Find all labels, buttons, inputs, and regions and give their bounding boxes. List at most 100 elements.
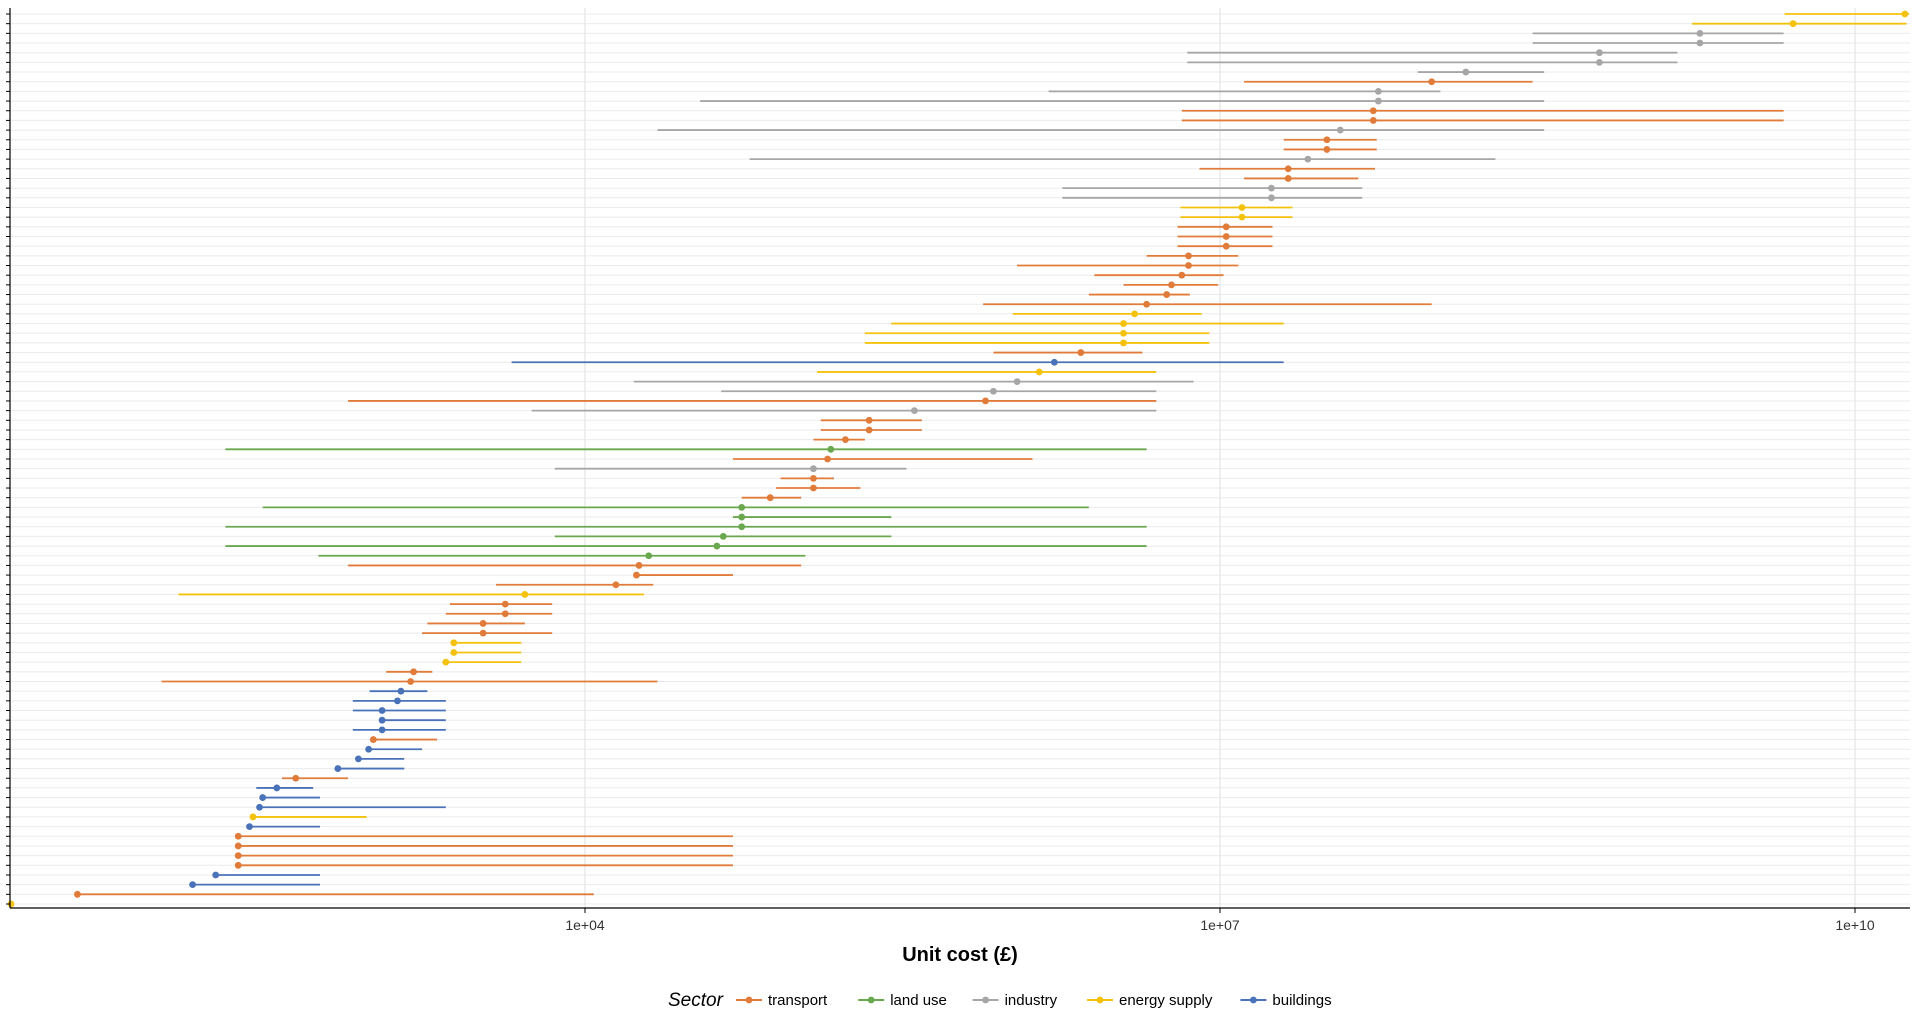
point-transport: [1168, 281, 1175, 289]
point-land-use: [738, 513, 746, 521]
point-transport: [1143, 300, 1150, 308]
legend-key-point: [745, 996, 753, 1004]
point-transport: [1163, 291, 1171, 298]
legend-label: land use: [890, 992, 947, 1009]
point-transport: [865, 426, 873, 434]
point-industry: [1462, 68, 1470, 76]
x-tick-label: 1e+10: [1835, 917, 1875, 933]
legend-key-point: [982, 996, 989, 1004]
point-transport: [1077, 349, 1085, 356]
point-buildings: [378, 707, 386, 714]
point-energy-supply: [521, 591, 529, 598]
point-transport: [1284, 175, 1292, 182]
x-tick-label: 1e+04: [565, 917, 605, 933]
point-buildings: [212, 871, 220, 879]
point-buildings: [1050, 358, 1058, 366]
point-transport: [865, 416, 873, 424]
point-transport: [766, 494, 774, 502]
point-industry: [1268, 194, 1275, 202]
legend-key-point: [867, 996, 875, 1004]
legend-label: buildings: [1272, 992, 1331, 1009]
interval-lines: [77, 13, 1909, 896]
point-land-use: [738, 523, 746, 531]
point-land-use: [713, 542, 721, 550]
point-transport: [407, 678, 415, 685]
point-transport: [479, 629, 487, 637]
point-buildings: [378, 716, 386, 724]
point-buildings: [378, 726, 386, 734]
point-industry: [911, 407, 918, 415]
data-points: [7, 10, 1909, 908]
point-energy-supply: [7, 900, 15, 908]
point-energy-supply: [1238, 213, 1246, 221]
point-energy-supply: [1901, 10, 1909, 18]
point-buildings: [273, 784, 281, 792]
point-energy-supply: [450, 649, 458, 656]
point-buildings: [259, 794, 267, 801]
point-energy-supply: [249, 813, 257, 821]
point-buildings: [189, 881, 196, 889]
point-transport: [612, 581, 620, 589]
point-energy-supply: [450, 639, 458, 647]
point-energy-supply: [1131, 310, 1139, 318]
point-transport: [501, 610, 509, 618]
legend-key-point: [1096, 996, 1104, 1004]
point-transport: [234, 861, 242, 869]
point-industry: [1268, 184, 1275, 192]
point-industry: [1374, 97, 1382, 105]
point-transport: [501, 600, 509, 608]
point-industry: [1013, 378, 1021, 386]
x-tick-label: 1e+07: [1200, 917, 1240, 933]
point-energy-supply: [442, 658, 450, 666]
point-transport: [1185, 262, 1192, 269]
point-transport: [234, 852, 242, 860]
point-transport: [1284, 165, 1292, 173]
point-transport: [1428, 78, 1436, 86]
point-transport: [292, 774, 300, 782]
legend-items: transport land use industry energy supply bu…: [736, 992, 1332, 1009]
point-transport: [635, 562, 643, 569]
point-transport: [1222, 242, 1230, 250]
point-industry: [1595, 49, 1603, 57]
point-transport: [1323, 146, 1331, 153]
point-industry: [1696, 29, 1704, 37]
point-transport: [369, 736, 377, 743]
point-energy-supply: [1120, 320, 1127, 327]
point-transport: [842, 436, 849, 444]
point-industry: [1374, 87, 1382, 95]
point-buildings: [354, 755, 362, 763]
point-industry: [810, 465, 817, 473]
point-land-use: [827, 445, 835, 453]
point-transport: [1369, 117, 1377, 124]
point-transport: [982, 397, 989, 405]
point-buildings: [397, 687, 405, 695]
point-transport: [633, 571, 640, 579]
point-buildings: [334, 765, 342, 772]
point-energy-supply: [1120, 329, 1127, 337]
point-buildings: [256, 803, 263, 811]
point-transport: [74, 890, 81, 898]
legend: Sector transport land use industry energy s…: [668, 990, 1332, 1011]
point-land-use: [645, 552, 653, 560]
point-transport: [1323, 136, 1331, 144]
point-transport: [1369, 107, 1377, 115]
point-industry: [1336, 126, 1344, 134]
point-transport: [234, 832, 242, 840]
point-land-use: [738, 503, 746, 511]
point-energy-supply: [1035, 368, 1043, 376]
point-energy-supply: [1120, 339, 1127, 347]
point-transport: [810, 474, 817, 482]
legend-label: energy supply: [1119, 992, 1213, 1009]
point-transport: [1222, 233, 1230, 240]
point-energy-supply: [1238, 204, 1246, 211]
point-industry: [989, 387, 997, 395]
legend-label: transport: [768, 992, 828, 1009]
axes: 1e+04 1e+07 1e+10: [6, 8, 1910, 933]
legend-key-point: [1250, 996, 1257, 1004]
point-transport: [1178, 271, 1186, 279]
point-industry: [1696, 39, 1704, 47]
x-axis-ticks: 1e+04 1e+07 1e+10: [565, 908, 1875, 933]
point-transport: [1185, 252, 1192, 260]
point-transport: [810, 484, 817, 492]
